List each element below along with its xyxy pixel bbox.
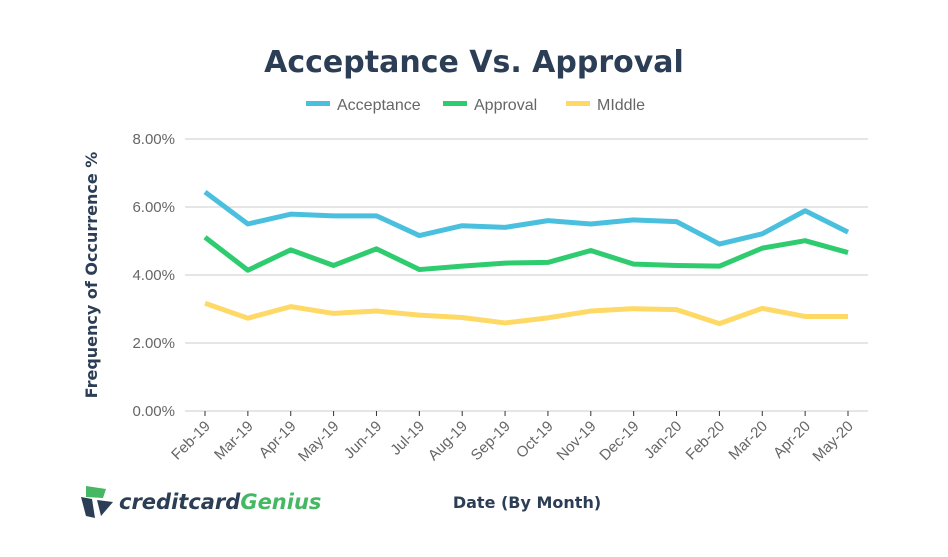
y-tick-label: 8.00% (132, 131, 175, 148)
y-axis-ticks: 0.00% 2.00% 4.00% 6.00% 8.00% (132, 131, 175, 420)
x-tick-label: Feb-19 (168, 418, 214, 464)
logo-text: creditcardGenius (119, 490, 321, 514)
series-lines (203, 190, 850, 327)
legend-label: Approval (474, 97, 537, 114)
series-line-approval (203, 235, 849, 273)
series-line-acceptance (203, 190, 850, 247)
x-axis-title: Date (By Month) (453, 493, 601, 512)
legend-swatch (566, 101, 590, 106)
legend-swatch (443, 101, 467, 106)
y-tick-label: 4.00% (132, 267, 175, 284)
x-tick-label: Jun-19 (341, 418, 385, 462)
x-tick-label: Aug-19 (425, 418, 471, 464)
legend-swatch (306, 101, 330, 106)
legend-item: Approval (443, 97, 537, 114)
x-tick-label: Oct-19 (513, 418, 557, 462)
x-tick-label: Mar-19 (211, 418, 257, 464)
x-tick-label: Sep-19 (468, 418, 514, 464)
x-tick-label: Mar-20 (725, 418, 771, 464)
logo-mark-icon (81, 486, 113, 518)
legend-label: MIddle (597, 97, 645, 114)
legend-item: MIddle (566, 97, 645, 114)
chart-title: Acceptance Vs. Approval (264, 45, 684, 80)
y-tick-label: 0.00% (132, 403, 175, 420)
y-tick-label: 6.00% (132, 199, 175, 216)
x-tick-label: Apr-19 (256, 418, 300, 462)
x-tick-label: Apr-20 (770, 418, 814, 462)
legend: Acceptance Approval MIddle (306, 97, 645, 114)
x-tick-label: May-19 (295, 418, 342, 465)
x-tick-label: Jan-20 (641, 418, 685, 462)
legend-label: Acceptance (337, 97, 421, 114)
x-tick-label: May-20 (809, 418, 856, 465)
x-tick-label: Nov-19 (553, 418, 599, 464)
series-line-middle (204, 300, 848, 327)
x-tick-label: Dec-19 (596, 418, 642, 464)
x-tick-label: Jul-19 (387, 418, 428, 459)
x-tick-label: Feb-20 (683, 418, 729, 464)
y-axis-title: Frequency of Occurrence % (82, 152, 101, 399)
gridlines (185, 138, 868, 412)
y-tick-label: 2.00% (132, 335, 175, 352)
legend-item: Acceptance (306, 97, 421, 114)
logo: creditcardGenius (81, 486, 321, 518)
